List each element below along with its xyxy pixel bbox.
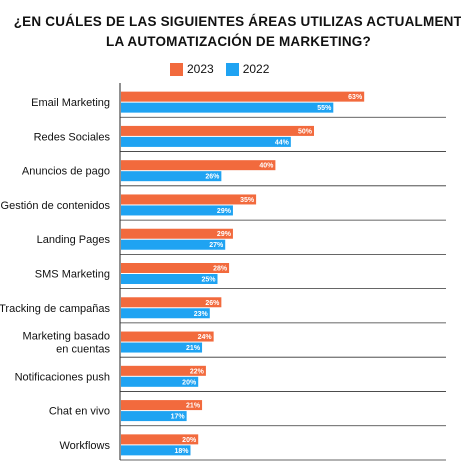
bar-value-label-2022: 26% — [205, 174, 220, 181]
legend-label-2022: 2022 — [242, 62, 270, 76]
bar-2022 — [121, 445, 191, 456]
category-label: Chat en vivo — [49, 406, 110, 418]
category-label: Notificaciones push — [15, 371, 110, 383]
bar-value-label-2023: 35% — [240, 197, 255, 204]
bar-value-label-2022: 20% — [182, 379, 197, 386]
category-label: Marketing basado — [23, 331, 110, 343]
bar-value-label-2023: 22% — [190, 368, 205, 375]
bar-2023 — [121, 434, 199, 445]
category-label: Tracking de campañas — [0, 303, 110, 315]
bar-2022 — [121, 205, 233, 216]
legend-swatch-2023 — [170, 62, 183, 76]
bar-value-label-2022: 23% — [194, 311, 209, 318]
bar-value-label-2023: 20% — [182, 437, 197, 444]
bar-2022 — [121, 171, 222, 182]
bar-value-label-2022: 25% — [201, 277, 216, 284]
bar-2022 — [121, 308, 210, 319]
legend: 2023 2022 — [170, 62, 281, 76]
bar-value-label-2023: 29% — [217, 231, 232, 238]
bar-2023 — [121, 228, 233, 239]
legend-swatch-2022 — [225, 62, 239, 76]
bar-value-label-2022: 21% — [186, 345, 201, 352]
bar-2022 — [121, 274, 218, 284]
bar-value-label-2023: 24% — [198, 334, 213, 341]
bar-value-label-2022: 44% — [275, 139, 290, 146]
bar-2022 — [121, 102, 334, 113]
legend-label-2023: 2023 — [187, 62, 214, 76]
bar-value-label-2022: 17% — [171, 414, 186, 421]
bar-2023 — [121, 125, 314, 136]
category-label: Email Marketing — [31, 97, 110, 109]
bar-value-label-2023: 63% — [348, 94, 363, 101]
bar-value-label-2023: 50% — [298, 128, 313, 135]
category-label: Redes Sociales — [34, 131, 111, 143]
bar-value-label-2022: 27% — [209, 242, 224, 249]
category-label: Anuncios de pago — [22, 166, 110, 178]
bar-value-label-2022: 18% — [174, 448, 189, 455]
category-label: Workflows — [59, 440, 110, 452]
bar-2022 — [121, 342, 203, 353]
bar-2023 — [121, 331, 214, 342]
bar-value-label-2023: 28% — [213, 266, 228, 273]
category-label: Gestión de contenidos — [1, 200, 111, 212]
bar-2022 — [121, 376, 199, 387]
bar-2023 — [121, 91, 365, 102]
bar-2023 — [121, 400, 203, 411]
bar-value-label-2022: 29% — [217, 208, 232, 215]
bar-2022 — [121, 411, 187, 422]
bar-2023 — [121, 365, 206, 376]
bar-2023 — [121, 194, 257, 205]
bar-value-label-2023: 21% — [186, 403, 201, 410]
bar-2022 — [121, 136, 291, 147]
category-label: en cuentas — [56, 344, 110, 356]
bar-2022 — [121, 239, 226, 250]
bar-2023 — [121, 160, 276, 171]
bar-value-label-2023: 26% — [205, 300, 220, 307]
bar-value-label-2022: 55% — [317, 105, 332, 112]
bar-value-label-2023: 40% — [259, 163, 274, 170]
legend-item-2023: 2023 — [170, 62, 214, 76]
bar-2023 — [121, 297, 222, 308]
legend-item-2022: 2022 — [225, 62, 270, 76]
category-label: SMS Marketing — [35, 269, 110, 281]
chart-title-line-1: ¿EN CUÁLES DE LAS SIGUIENTES ÁREAS UTILI… — [13, 14, 461, 29]
bar-2023 — [121, 263, 230, 273]
category-label: Landing Pages — [37, 234, 111, 246]
chart-title-line-2: LA AUTOMATIZACIÓN DE MARKETING? — [106, 34, 371, 49]
